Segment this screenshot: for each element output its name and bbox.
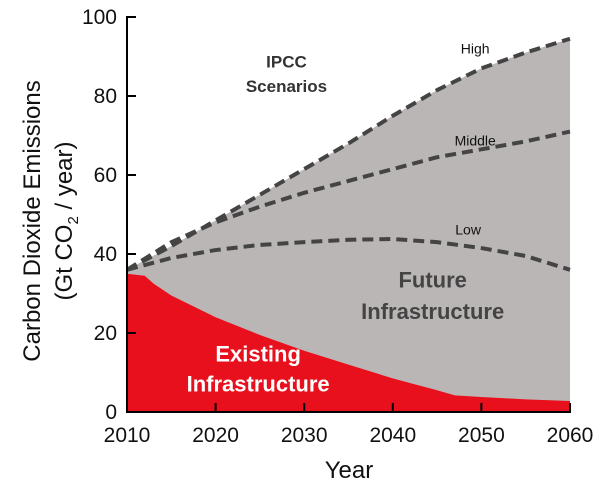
line-high-scenario	[126, 36, 571, 272]
annotation-low-label: Low	[455, 221, 482, 237]
x-ticks: 2010 2020 2030 2040 2050 2060	[104, 403, 594, 447]
x-axis-title: Year	[325, 457, 374, 484]
x-tick-label-2060: 2060	[547, 424, 594, 447]
area-layer	[127, 38, 570, 412]
x-tick-label-2030: 2030	[281, 424, 328, 447]
annotation-existing-line2: Infrastructure	[187, 371, 330, 396]
axes	[126, 16, 571, 413]
x-tick-label-2020: 2020	[192, 424, 239, 447]
annotation-future-line1: Future	[398, 268, 466, 293]
line-low-scenario	[126, 236, 571, 272]
y-tick-label-40: 40	[94, 243, 117, 266]
area-future-infrastructure	[127, 38, 570, 412]
annotations: IPCC Scenarios High Middle Low Future Infrastr…	[187, 40, 505, 396]
y-tick-label-100: 100	[82, 6, 117, 29]
annotation-future-line2: Infrastructure	[361, 299, 504, 324]
x-tick-label-2010: 2010	[104, 424, 151, 447]
y-tick-label-0: 0	[105, 401, 117, 424]
annotation-existing-line1: Existing	[215, 341, 301, 366]
area-existing-infrastructure	[127, 273, 570, 412]
annotation-high-label: High	[461, 40, 490, 56]
y-ticks: 0 20 40 60 80 100	[82, 6, 136, 424]
annotation-ipcc-line1: IPCC	[266, 53, 307, 72]
y-tick-label-80: 80	[94, 85, 117, 108]
x-tick-label-2040: 2040	[369, 424, 416, 447]
y-axis-title-subscript: 2	[65, 216, 82, 224]
y-tick-label-60: 60	[94, 164, 117, 187]
annotation-middle-label: Middle	[455, 132, 496, 148]
y-axis-title-line2: (Gt CO2 / year)	[51, 141, 82, 300]
x-tick-label-2050: 2050	[458, 424, 505, 447]
y-axis-title-suffix: / year)	[51, 141, 78, 216]
y-axis-title-prefix: (Gt CO	[51, 225, 78, 301]
y-axis-title-line1: Carbon Dioxide Emissions	[19, 80, 46, 361]
y-tick-label-20: 20	[94, 322, 117, 345]
annotation-ipcc-line2: Scenarios	[246, 77, 327, 96]
scenario-lines	[125, 36, 571, 272]
line-middle-scenario	[125, 129, 571, 272]
